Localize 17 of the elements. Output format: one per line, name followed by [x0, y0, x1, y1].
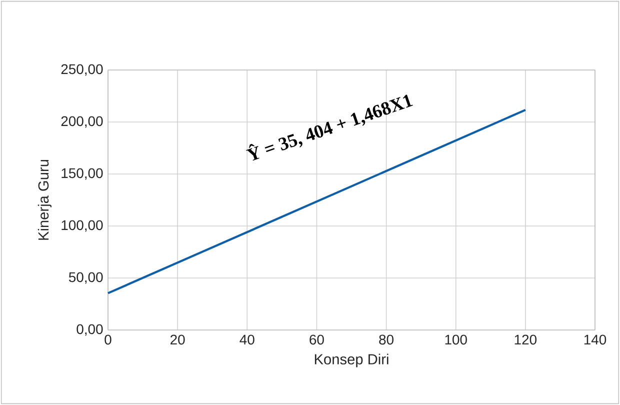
y-tick-label: 250,00: [61, 64, 103, 76]
y-tick-label: 150,00: [62, 168, 103, 180]
x-tick-label: 100: [445, 334, 467, 345]
x-tick-label: 140: [584, 334, 606, 345]
x-tick-label: 80: [379, 334, 394, 345]
y-tick-label: 100,00: [62, 220, 103, 232]
x-tick-label: 120: [514, 334, 537, 345]
x-tick-label: 40: [240, 334, 254, 345]
annotation: Ŷ = 35, 404 + 1,468X1: [246, 94, 413, 161]
x-tick-label: 0: [104, 334, 112, 345]
y-tick-label: 0,00: [76, 324, 103, 336]
x-axis-title: Konsep Diri: [314, 354, 388, 368]
y-tick-label: 200,00: [61, 116, 103, 128]
y-axis-title: Kinerja Guru: [38, 160, 52, 240]
x-tick-label: 60: [310, 334, 324, 345]
y-tick-label: 50,00: [68, 272, 103, 284]
x-tick-label: 20: [170, 334, 185, 345]
